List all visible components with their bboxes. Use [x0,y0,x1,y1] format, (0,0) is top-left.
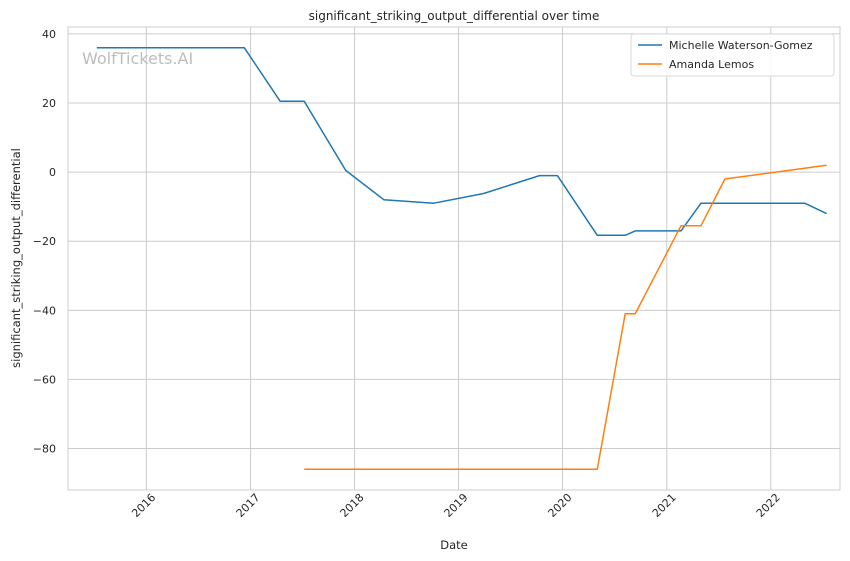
legend-label-0: Michelle Waterson-Gomez [669,39,813,52]
grid [68,27,840,490]
series-line-0 [96,46,827,237]
y-tick-label: 40 [42,28,56,41]
x-tick-label: 2016 [129,491,158,520]
x-tick-label: 2022 [754,491,783,520]
legend: Michelle Waterson-Gomez Amanda Lemos [630,33,835,77]
x-tick-label: 2018 [338,491,367,520]
x-tick-label: 2019 [442,491,471,520]
chart-title: significant_striking_output_differential… [309,9,600,23]
y-tick-label: −20 [33,235,56,248]
watermark: WolfTickets.AI [82,49,193,68]
legend-box [630,33,835,77]
plot-frame [67,26,841,491]
series-line-1 [304,164,827,471]
y-tick-label: −80 [33,443,56,456]
x-tick-label: 2017 [234,491,263,520]
y-tick-label: −40 [33,304,56,317]
x-axis-title: Date [440,538,468,552]
x-tick-label: 2020 [546,491,575,520]
y-tick-label: 0 [49,166,56,179]
series-layer [96,46,827,471]
y-tick-label: 20 [42,97,56,110]
y-axis-title: significant_striking_output_differential [9,148,23,368]
y-axis-ticks: 40 20 0 −20 −40 −60 −80 [33,28,56,456]
x-axis-ticks: 2016 2017 2018 2019 2020 2021 2022 [129,491,782,520]
y-tick-label: −60 [33,373,56,386]
legend-label-1: Amanda Lemos [669,58,754,71]
x-tick-label: 2021 [650,491,679,520]
plot-area [68,27,840,490]
